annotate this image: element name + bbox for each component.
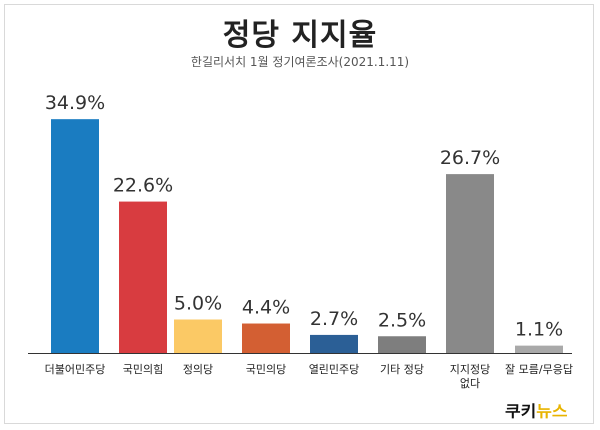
category-label-5: 기타 정당	[380, 363, 424, 376]
category-label-0: 더불어민주당	[45, 363, 106, 376]
bar-2	[174, 319, 222, 353]
brand-logo-left: 쿠키	[505, 402, 537, 421]
category-label-3: 국민의당	[246, 363, 286, 376]
value-label-0: 34.9%	[45, 92, 105, 114]
category-label-4: 열린민주당	[309, 363, 360, 376]
value-label-7: 1.1%	[515, 319, 563, 341]
category-label-7: 잘 모름/무응답	[505, 363, 573, 376]
category-label-2: 정의당	[183, 363, 213, 376]
chart-title: 정당 지지율	[222, 18, 378, 53]
brand-logo-right: 뉴스	[536, 402, 568, 421]
bar-1	[119, 201, 167, 353]
value-label-3: 4.4%	[242, 297, 290, 319]
brand-logo: 쿠키뉴스	[505, 398, 568, 421]
bar-4	[310, 334, 358, 353]
value-label-2: 5.0%	[174, 293, 222, 315]
chart-subtitle: 한길리서치 1월 정기여론조사(2021.1.11)	[190, 55, 410, 69]
value-label-6: 26.7%	[440, 147, 500, 169]
bar-6	[446, 174, 494, 353]
value-label-1: 22.6%	[113, 175, 173, 197]
category-label-6-line-0: 지지정당	[450, 363, 490, 376]
bar-0	[51, 119, 99, 353]
value-label-5: 2.5%	[378, 309, 426, 331]
value-label-4: 2.7%	[310, 308, 358, 330]
category-label-1: 국민의힘	[123, 363, 163, 376]
bar-7	[515, 345, 563, 353]
category-label-6-line-1: 없다	[460, 377, 480, 390]
bar-3	[242, 323, 290, 353]
bar-5	[378, 336, 426, 353]
